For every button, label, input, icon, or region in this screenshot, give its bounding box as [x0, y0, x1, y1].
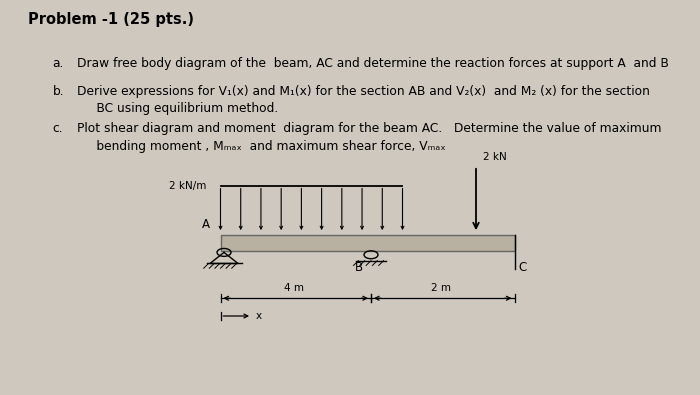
Text: Plot shear diagram and moment  diagram for the beam AC.   Determine the value of: Plot shear diagram and moment diagram fo…	[77, 122, 662, 153]
Text: x: x	[256, 311, 262, 321]
Text: 2 kN/m: 2 kN/m	[169, 181, 206, 191]
Text: C: C	[518, 261, 526, 274]
Text: A: A	[202, 218, 210, 231]
Text: Derive expressions for V₁(x) and M₁(x) for the section AB and V₂(x)  and M₂ (x) : Derive expressions for V₁(x) and M₁(x) f…	[77, 85, 650, 115]
Text: c.: c.	[52, 122, 63, 135]
Text: Draw free body diagram of the  beam, AC and determine the reaction forces at sup: Draw free body diagram of the beam, AC a…	[77, 57, 669, 70]
Text: Problem -1 (25 pts.): Problem -1 (25 pts.)	[28, 12, 194, 27]
Text: 2 m: 2 m	[431, 284, 451, 293]
Bar	[220, 235, 514, 251]
Text: B: B	[355, 261, 363, 274]
Text: 4 m: 4 m	[284, 284, 304, 293]
Text: a.: a.	[52, 57, 64, 70]
Text: 2 kN: 2 kN	[483, 152, 507, 162]
Text: b.: b.	[52, 85, 64, 98]
